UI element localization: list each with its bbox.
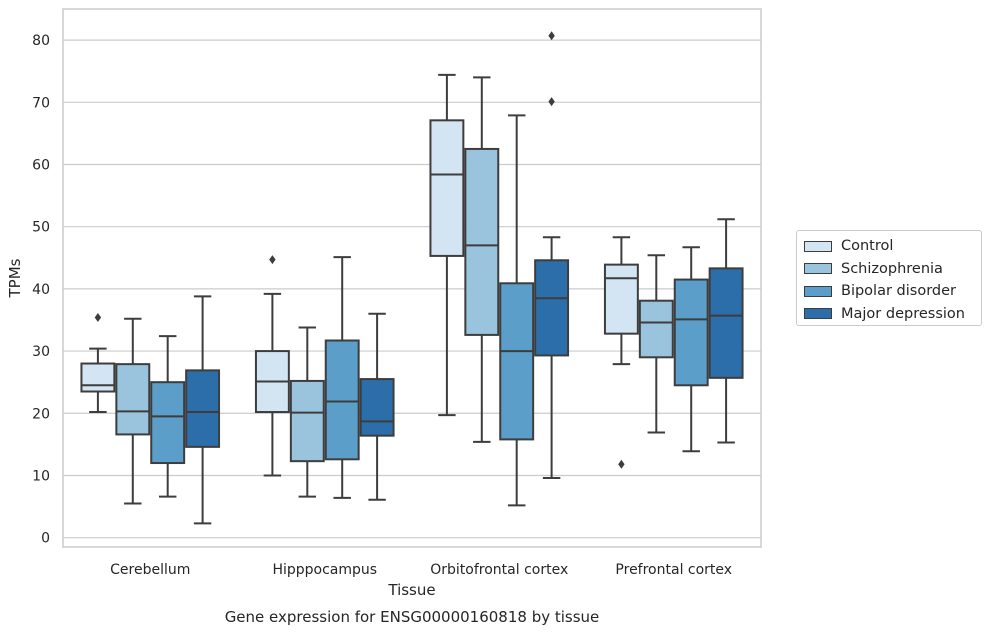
box (638, 299, 674, 359)
box (429, 119, 465, 257)
box-plot-series (80, 31, 744, 525)
y-tick-label: 60 (32, 157, 50, 173)
box (80, 362, 116, 393)
chart-title: Gene expression for ENSG00000160818 by t… (225, 608, 600, 626)
y-axis-label: TPMs (6, 258, 24, 298)
y-tick-label: 20 (32, 406, 50, 422)
legend-label: Schizophrenia (841, 260, 943, 277)
box (708, 267, 744, 379)
x-axis-label: Tissue (387, 581, 435, 599)
y-tick-label: 10 (32, 468, 50, 484)
y-tick-label: 0 (41, 531, 50, 547)
series-bipolar-disorder (150, 114, 709, 507)
legend-item: Control (804, 235, 981, 258)
box (289, 379, 325, 463)
box (150, 381, 186, 465)
legend-label: Major depression (841, 305, 965, 322)
box (499, 282, 535, 441)
outlier-point (548, 97, 555, 107)
legend-label: Bipolar disorder (841, 283, 956, 300)
box (673, 278, 709, 387)
legend-swatch (804, 240, 832, 252)
x-tick-labels: Cerebellum Hipppocampus Orbitofrontal cort… (110, 562, 732, 578)
legend-swatch (804, 285, 832, 297)
y-tick-label: 30 (32, 344, 50, 360)
box (359, 378, 395, 437)
y-tick-label: 70 (32, 95, 50, 111)
outlier-point (269, 255, 276, 265)
box (115, 363, 151, 436)
legend-label: Control (841, 238, 894, 255)
y-tick-labels: 0 10 20 30 40 50 60 70 80 (32, 33, 50, 547)
series-schizophrenia (115, 76, 674, 505)
series-major-depression (185, 31, 744, 525)
x-tick-label: Prefrontal cortex (615, 562, 732, 578)
legend-item: Bipolar disorder (804, 280, 981, 303)
y-tick-label: 50 (32, 220, 50, 236)
box (603, 263, 639, 335)
series-control (80, 73, 639, 477)
legend-item: Major depression (804, 303, 981, 326)
legend-item: Schizophrenia (804, 258, 981, 281)
outlier-point (618, 459, 625, 469)
box (185, 369, 221, 448)
outlier-point (548, 31, 555, 41)
x-tick-label: Hipppocampus (272, 562, 377, 578)
legend-swatch (804, 308, 832, 320)
y-tick-label: 80 (32, 33, 50, 49)
x-tick-label: Cerebellum (110, 562, 190, 578)
box (464, 147, 500, 336)
x-tick-label: Orbitofrontal cortex (430, 562, 568, 578)
plot-frame (62, 8, 762, 548)
box (534, 259, 570, 357)
outlier-point (94, 312, 102, 322)
box (324, 339, 360, 461)
legend-swatch (804, 263, 832, 275)
y-tick-label: 40 (32, 282, 50, 298)
legend: Control Schizophrenia Bipolar disorder Majo… (796, 230, 982, 326)
